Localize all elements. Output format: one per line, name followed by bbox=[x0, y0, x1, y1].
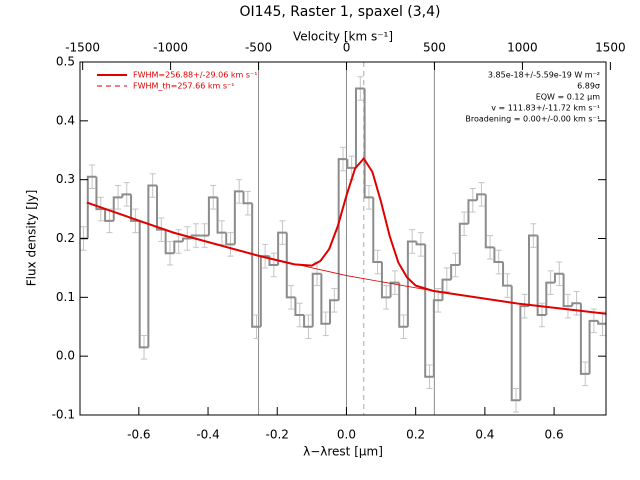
annotation: Broadening = 0.00+/-0.00 km s⁻¹ bbox=[465, 115, 600, 124]
x2-axis-label: Velocity [km s⁻¹] bbox=[293, 30, 393, 44]
histogram-step bbox=[354, 87, 365, 168]
x2-tick-label: 1500 bbox=[595, 41, 626, 55]
histogram-step bbox=[225, 232, 235, 246]
legend-label: FWHM=256.88+/-29.06 km s⁻¹ bbox=[133, 71, 257, 80]
histogram-step bbox=[398, 282, 408, 328]
x-tick-label: 0.4 bbox=[475, 428, 494, 442]
x2-tick-label: -500 bbox=[245, 41, 272, 55]
histogram-step bbox=[571, 302, 581, 307]
histogram-step bbox=[502, 262, 512, 287]
plot-area bbox=[80, 62, 606, 415]
histogram-step bbox=[112, 196, 123, 221]
histogram-step bbox=[510, 285, 521, 402]
x2-tick-label: -1500 bbox=[65, 41, 100, 55]
histogram-step bbox=[363, 88, 374, 199]
histogram-step bbox=[415, 241, 426, 246]
histogram-step bbox=[294, 297, 305, 316]
histogram-step bbox=[277, 231, 287, 265]
histogram-step bbox=[545, 281, 555, 315]
histogram-step bbox=[406, 240, 417, 327]
histogram-step bbox=[441, 278, 452, 301]
histogram-step bbox=[493, 247, 504, 264]
x-axis-label: λ−λrest [μm] bbox=[303, 445, 383, 459]
annotation: 3.85e-18+/-5.59e-19 W m⁻² bbox=[488, 71, 600, 80]
histogram-step bbox=[380, 262, 391, 299]
y-axis-label: Flux density [Jy] bbox=[25, 190, 39, 287]
histogram-step bbox=[519, 305, 530, 401]
histogram-step bbox=[320, 273, 331, 325]
y-tick-label: 0.0 bbox=[56, 349, 75, 363]
histogram-step bbox=[173, 240, 183, 254]
y-tick-label: 0.4 bbox=[56, 113, 75, 127]
y-tick-label: -0.1 bbox=[52, 408, 75, 422]
histogram-step bbox=[588, 319, 599, 374]
chart-title: OI145, Raster 1, spaxel (3,4) bbox=[240, 4, 441, 20]
histogram-step bbox=[432, 299, 443, 377]
histogram-step bbox=[285, 232, 296, 299]
y-tick-label: 0.3 bbox=[56, 172, 75, 186]
y-tick-label: 0.1 bbox=[56, 290, 75, 304]
histogram-step bbox=[104, 209, 114, 222]
histogram-step bbox=[467, 199, 478, 224]
histogram-step bbox=[484, 194, 495, 249]
histogram-step bbox=[536, 235, 547, 316]
histogram-step bbox=[181, 237, 192, 242]
histogram-step bbox=[372, 197, 382, 264]
histogram-step bbox=[207, 196, 218, 236]
x-tick-label: -0.6 bbox=[127, 428, 150, 442]
histogram-step bbox=[458, 222, 469, 265]
y-tick-label: 0.2 bbox=[56, 231, 75, 245]
histogram-step bbox=[216, 197, 227, 234]
fit-line bbox=[86, 156, 606, 315]
histogram-step bbox=[121, 193, 132, 198]
histogram-step bbox=[138, 220, 149, 349]
histogram-step bbox=[329, 299, 339, 324]
histogram-step bbox=[389, 281, 400, 298]
x-tick-label: -0.4 bbox=[196, 428, 219, 442]
histogram-step bbox=[424, 244, 434, 378]
legend-label: FWHM_th=257.66 km s⁻¹ bbox=[133, 82, 234, 91]
x-tick-label: 0.2 bbox=[406, 428, 425, 442]
y-tick-label: 0.5 bbox=[56, 55, 75, 69]
x-tick-label: -0.2 bbox=[266, 428, 289, 442]
histogram-step bbox=[346, 159, 356, 169]
x2-tick-label: -1000 bbox=[153, 41, 188, 55]
annotation: 6.89σ bbox=[577, 82, 600, 91]
histogram-step bbox=[337, 158, 348, 301]
histogram-step bbox=[95, 176, 106, 211]
histogram-step bbox=[311, 272, 322, 327]
histogram-step bbox=[164, 229, 175, 255]
histogram-step bbox=[86, 175, 97, 239]
histogram-step bbox=[553, 272, 564, 283]
histogram-step bbox=[251, 203, 261, 328]
annotation: EQW = 0.12 μm bbox=[536, 93, 600, 102]
x2-tick-label: 500 bbox=[423, 41, 446, 55]
histogram-step bbox=[476, 193, 486, 201]
histogram-step bbox=[579, 303, 590, 375]
histogram-step bbox=[303, 314, 313, 328]
x-tick-label: 0.0 bbox=[337, 428, 356, 442]
x-tick-label: 0.6 bbox=[545, 428, 564, 442]
x2-tick-label: 1000 bbox=[507, 41, 538, 55]
histogram-step bbox=[562, 273, 573, 308]
annotation: v = 111.83+/-11.72 km s⁻¹ bbox=[491, 104, 600, 113]
histogram-step bbox=[242, 191, 253, 205]
histogram-step bbox=[597, 320, 606, 325]
histogram-step bbox=[233, 190, 244, 245]
x2-tick-label: 0 bbox=[343, 41, 351, 55]
histogram-step bbox=[147, 184, 157, 348]
histogram-step bbox=[528, 234, 538, 307]
histogram-step bbox=[450, 263, 460, 280]
